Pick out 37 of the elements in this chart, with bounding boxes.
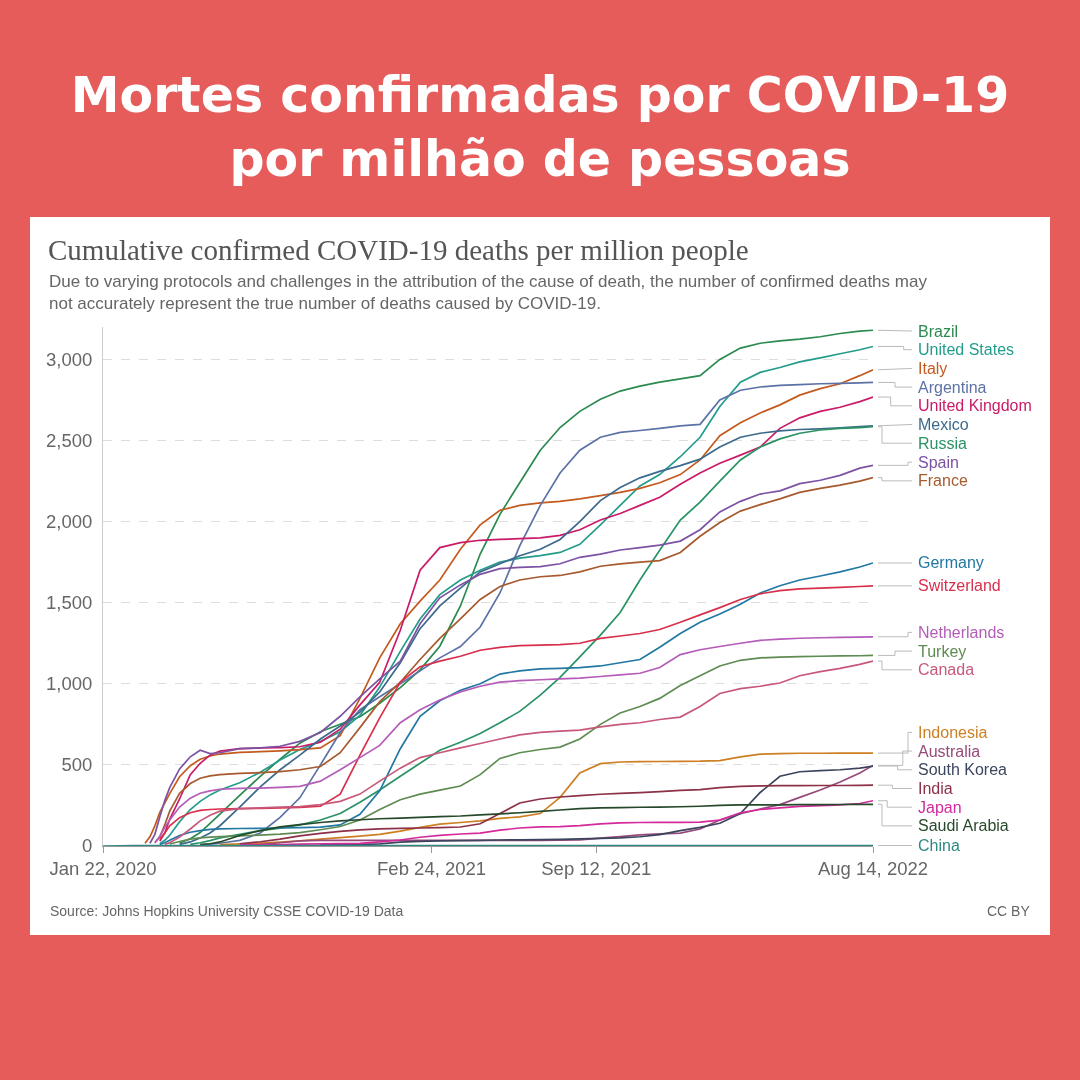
text: Russia xyxy=(918,435,968,452)
source-note: Source: Johns Hopkins University CSSE COVID-19 Data xyxy=(50,903,404,919)
y-tick-label: 3,000 xyxy=(46,348,93,370)
y-tick-label: 2,000 xyxy=(46,511,93,533)
text: India xyxy=(918,780,953,797)
text: CC BY xyxy=(987,903,1031,919)
y-tick-label: 500 xyxy=(61,754,93,776)
y-tick-label: 1,000 xyxy=(46,673,93,695)
y-tick-label: 1,500 xyxy=(46,592,93,614)
text: South Korea xyxy=(918,761,1008,778)
x-tick-label: Sep 12, 2021 xyxy=(541,858,652,880)
text: Germany xyxy=(918,554,984,571)
text: Brazil xyxy=(918,323,959,340)
text: United States xyxy=(918,341,1015,358)
text: Netherlands xyxy=(918,624,1005,641)
text: Spain xyxy=(918,454,959,471)
text: United Kingdom xyxy=(918,397,1032,414)
text: France xyxy=(918,472,968,489)
chart-subtitle: Cumulative confirmed COVID-19 deaths per million people xyxy=(48,234,749,266)
x-tick-label: Jan 22, 2020 xyxy=(49,858,157,880)
text: Australia xyxy=(918,743,981,760)
chart-title: Mortes confirmadas por COVID-19 por milhão de pessoas xyxy=(70,67,1010,188)
x-tick-label: Feb 24, 2021 xyxy=(377,858,487,880)
text: Canada xyxy=(918,661,975,678)
text: China xyxy=(918,837,960,854)
text: Japan xyxy=(918,799,962,816)
text: Italy xyxy=(918,360,948,377)
text: Mexico xyxy=(918,416,969,433)
text: Indonesia xyxy=(918,724,988,741)
text: Turkey xyxy=(918,643,967,660)
x-tick-label: Aug 14, 2022 xyxy=(817,858,929,880)
text: Due to varying protocols and challenges in the attribution of the cause of death, the number of confirmed deaths may not accurately represent the true number of deaths caused by COVID-19. xyxy=(49,272,928,314)
text: Argentina xyxy=(918,379,987,396)
y-tick-label: 2,500 xyxy=(46,430,93,452)
text: Saudi Arabia xyxy=(918,817,1009,834)
y-tick-label: 0 xyxy=(82,835,93,857)
text: Switzerland xyxy=(918,577,1001,594)
